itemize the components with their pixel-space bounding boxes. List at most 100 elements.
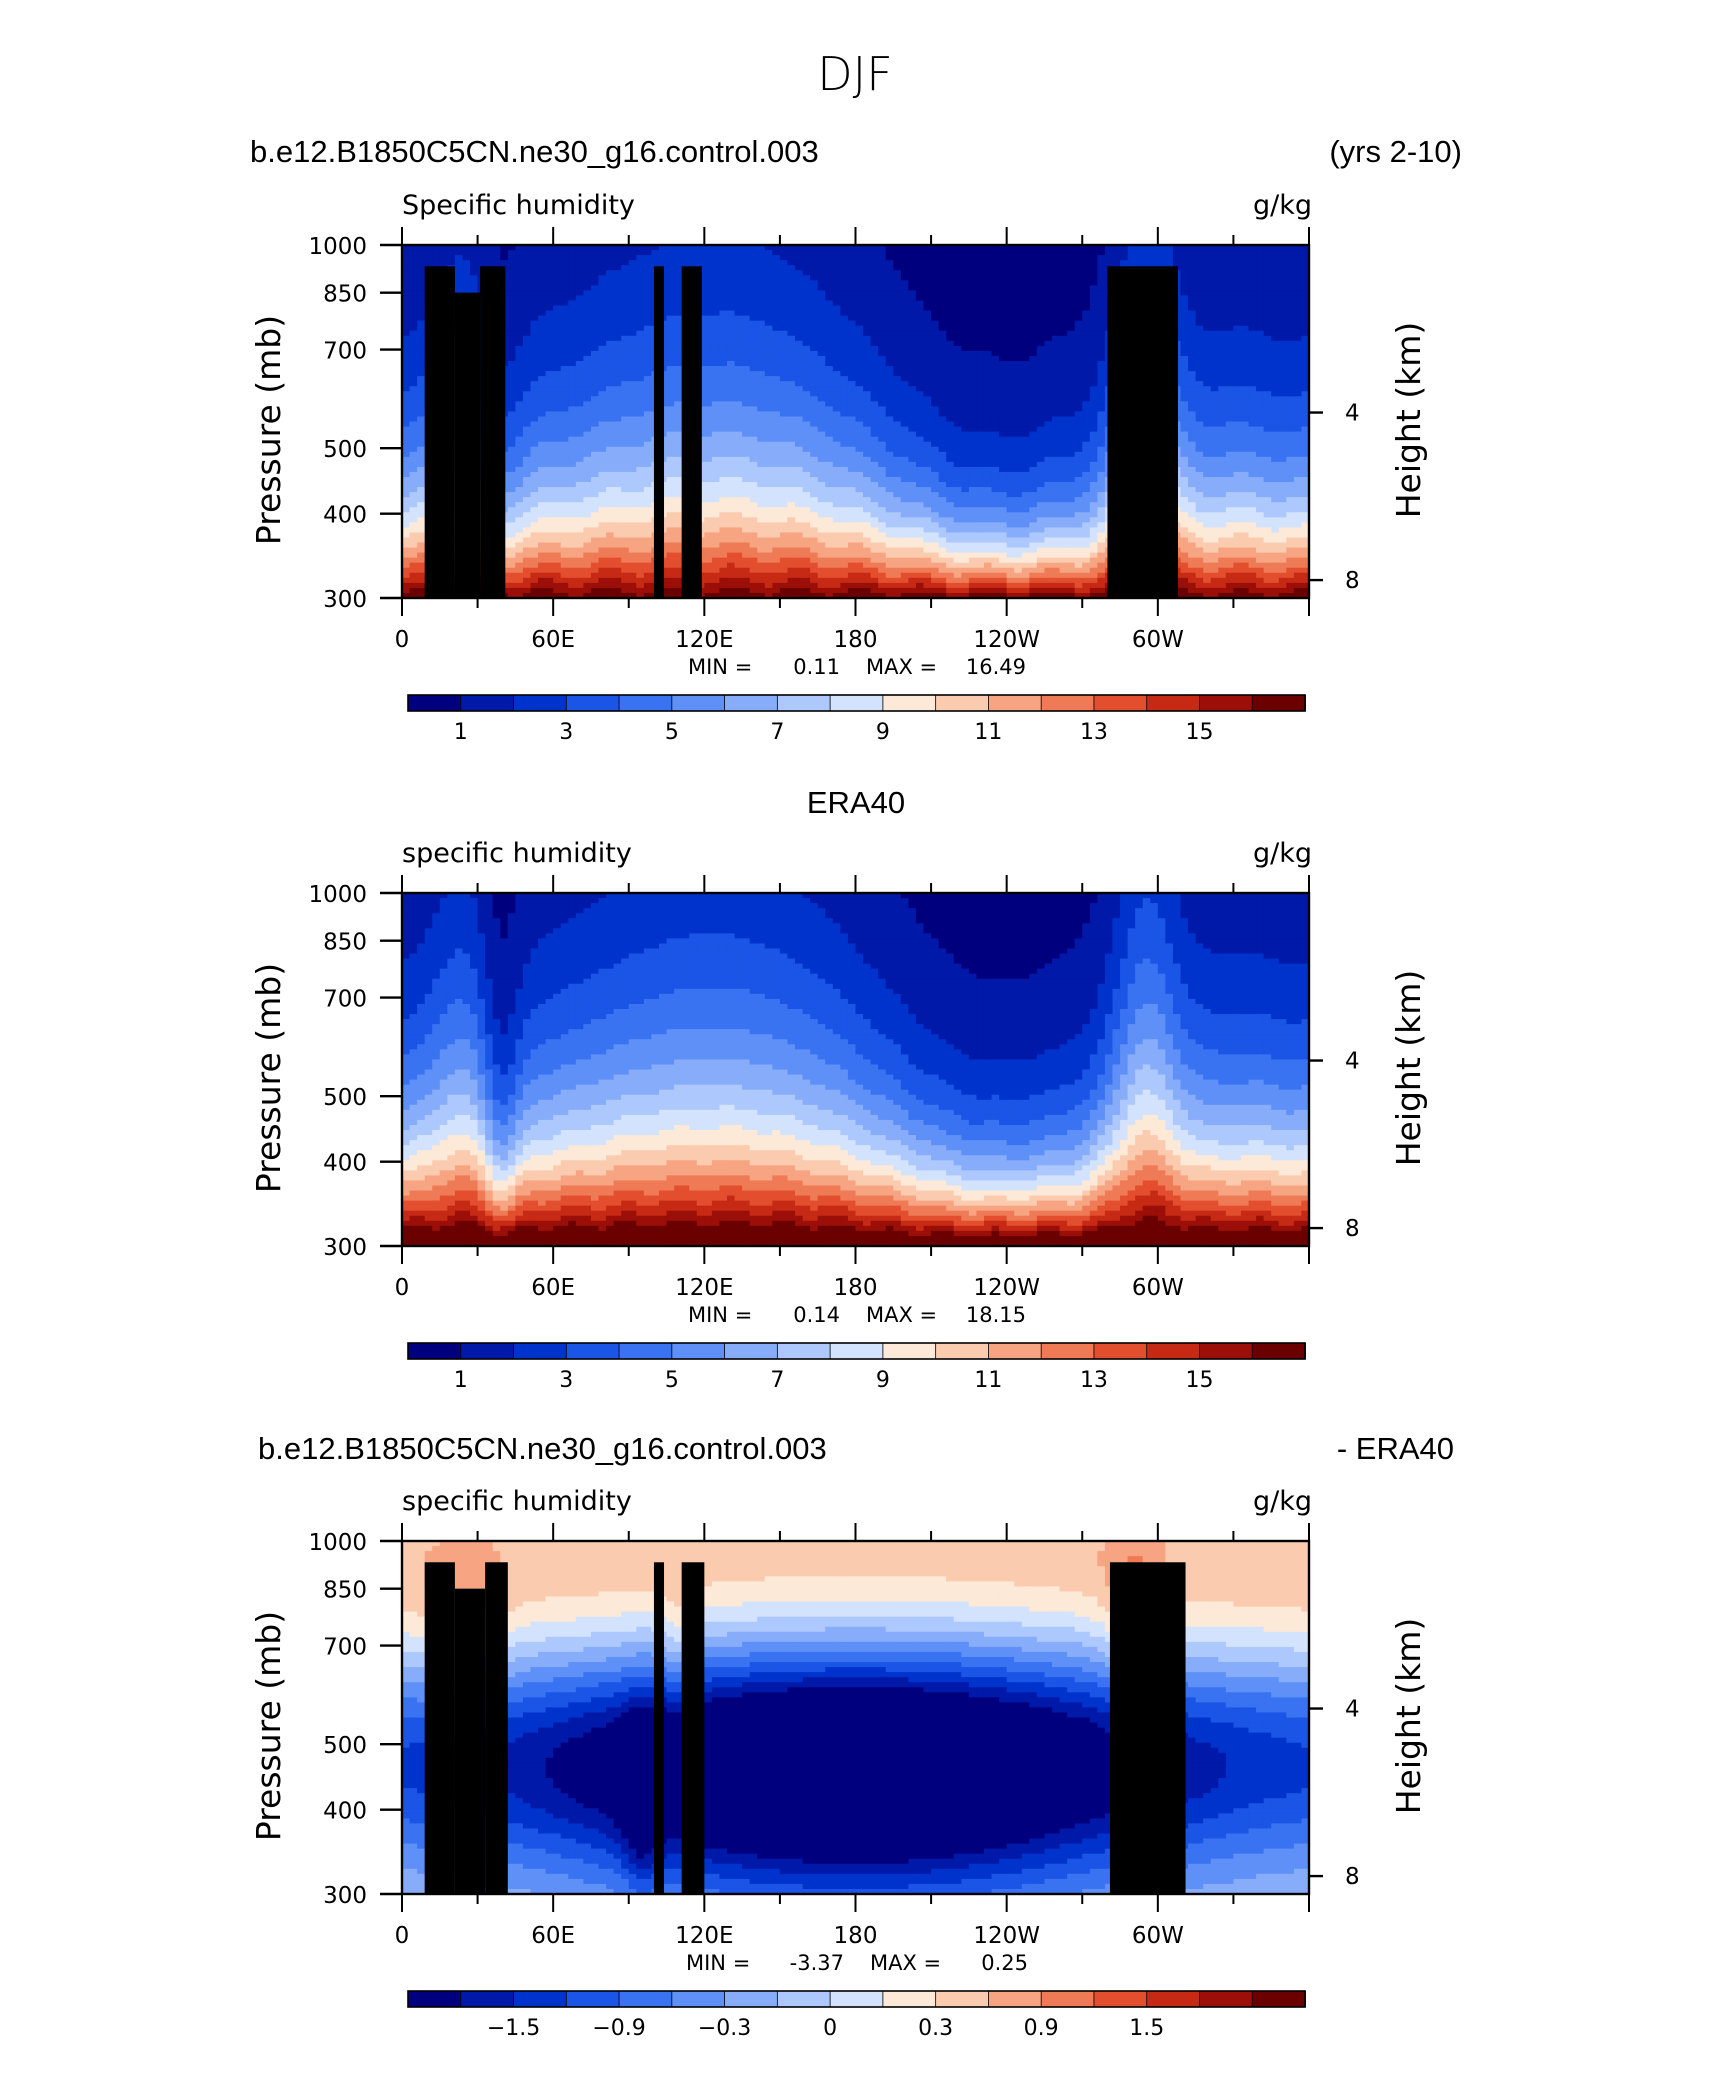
contour-cell xyxy=(870,507,879,513)
contour-cell xyxy=(666,492,675,498)
contour-cell xyxy=(636,411,645,418)
contour-cell xyxy=(742,487,751,493)
contour-cell xyxy=(507,355,516,362)
contour-cell xyxy=(545,476,554,483)
contour-cell xyxy=(795,285,804,291)
contour-cell xyxy=(923,335,932,342)
contour-cell xyxy=(749,391,758,397)
contour-cell xyxy=(863,366,872,372)
contour-cell xyxy=(417,330,426,337)
contour-cell xyxy=(915,366,925,372)
contour-cell xyxy=(583,552,592,559)
contour-cell xyxy=(515,532,524,539)
contour-cell xyxy=(409,426,418,433)
contour-cell xyxy=(893,350,902,357)
contour-cell xyxy=(734,396,743,402)
contour-cell xyxy=(538,366,547,372)
contour-cell xyxy=(734,335,743,342)
contour-cell xyxy=(674,552,683,559)
contour-cell xyxy=(515,577,524,584)
contour-cell xyxy=(628,547,637,554)
contour-cell xyxy=(613,507,622,513)
contour-cell xyxy=(870,466,879,473)
contour-cell xyxy=(636,305,645,312)
contour-cell xyxy=(787,371,796,377)
contour-cell xyxy=(711,416,721,423)
contour-cell xyxy=(606,547,615,554)
contour-cell xyxy=(704,532,713,539)
contour-cell xyxy=(515,441,524,448)
contour-cell xyxy=(855,411,864,418)
contour-cell xyxy=(613,552,622,559)
contour-cell xyxy=(417,285,426,291)
contour-cell xyxy=(931,310,940,317)
contour-cell xyxy=(560,381,569,387)
contour-cell xyxy=(666,502,675,508)
contour-cell xyxy=(893,381,902,387)
contour-cell xyxy=(742,512,751,518)
contour-cell xyxy=(885,547,894,554)
contour-cell xyxy=(409,330,418,337)
contour-cell xyxy=(825,492,834,498)
contour-cell xyxy=(825,567,834,574)
contour-cell xyxy=(878,557,887,564)
contour-cell xyxy=(568,547,577,554)
contour-cell xyxy=(742,537,751,544)
contour-cell xyxy=(840,275,849,281)
contour-cell xyxy=(575,446,584,453)
contour-cell xyxy=(598,492,607,498)
contour-cell xyxy=(417,320,426,327)
contour-cell xyxy=(825,507,834,513)
contour-cell xyxy=(719,426,728,433)
contour-cell xyxy=(832,406,841,413)
contour-cell xyxy=(606,537,615,544)
contour-cell xyxy=(711,431,721,438)
contour-cell xyxy=(530,255,539,261)
contour-cell xyxy=(583,421,592,428)
contour-cell xyxy=(643,345,653,352)
contour-cell xyxy=(863,376,872,382)
contour-cell xyxy=(764,290,773,297)
contour-cell xyxy=(847,295,857,302)
contour-cell xyxy=(931,335,940,342)
contour-cell xyxy=(515,411,524,418)
contour-cell xyxy=(522,411,532,418)
contour-cell xyxy=(893,330,902,337)
contour-cell xyxy=(734,446,743,453)
contour-cell xyxy=(606,366,615,372)
contour-cell xyxy=(545,345,554,352)
contour-cell xyxy=(613,502,622,508)
contour-cell xyxy=(538,300,547,307)
contour-cell xyxy=(870,275,879,281)
contour-cell xyxy=(900,386,910,392)
contour-cell xyxy=(545,250,554,256)
contour-cell xyxy=(538,290,547,297)
contour-cell xyxy=(847,471,857,478)
contour-cell xyxy=(931,376,940,382)
contour-cell xyxy=(545,482,554,488)
contour-cell xyxy=(908,466,917,473)
contour-cell xyxy=(651,255,660,261)
contour-cell xyxy=(938,315,947,322)
contour-cell xyxy=(810,441,819,448)
panel-model-header-left: b.e12.B1850C5CN.ne30_g16.control.003 xyxy=(250,134,819,169)
contour-cell xyxy=(553,355,562,362)
contour-cell xyxy=(530,446,539,453)
contour-cell xyxy=(621,295,630,302)
contour-cell xyxy=(538,517,547,523)
contour-cell xyxy=(915,381,925,387)
contour-cell xyxy=(409,270,418,276)
contour-cell xyxy=(545,567,554,574)
contour-cell xyxy=(530,461,539,468)
contour-cell xyxy=(893,482,902,488)
contour-cell xyxy=(628,310,637,317)
contour-cell xyxy=(817,250,826,256)
contour-cell xyxy=(711,305,721,312)
contour-cell xyxy=(840,537,849,544)
contour-cell xyxy=(606,492,615,498)
contour-cell xyxy=(530,482,539,488)
contour-cell xyxy=(402,537,411,544)
contour-cell xyxy=(900,527,910,534)
contour-cell xyxy=(553,350,562,357)
contour-cell xyxy=(590,335,600,342)
